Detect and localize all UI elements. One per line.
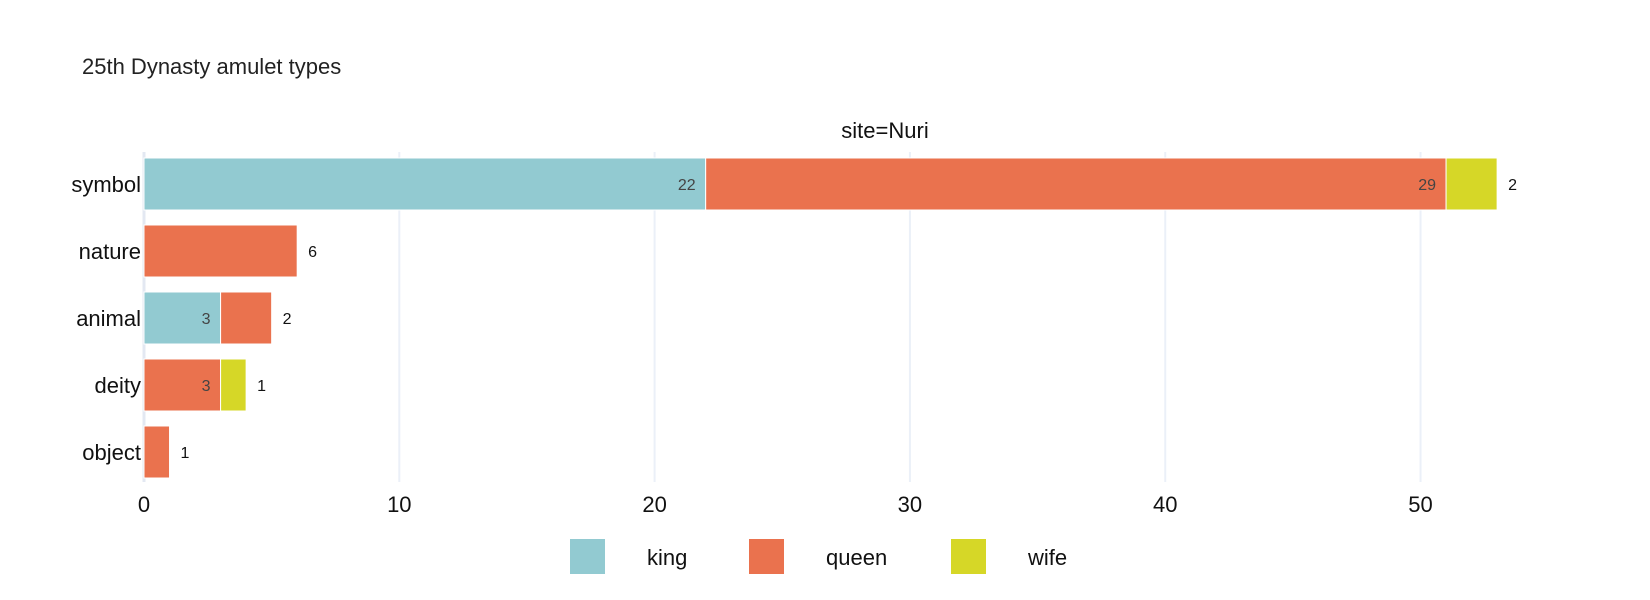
bar-segment-king <box>143 291 222 345</box>
legend-swatch-king <box>570 539 605 574</box>
legend-label-wife: wife <box>1027 545 1067 570</box>
x-tick-label: 0 <box>138 492 150 517</box>
x-tick-label: 10 <box>387 492 411 517</box>
category-label: nature <box>79 239 141 264</box>
bar-value-label: 2 <box>1508 177 1517 194</box>
x-tick-label: 20 <box>642 492 666 517</box>
bar-segment-king <box>143 157 707 211</box>
bar-value-label: 1 <box>181 445 190 462</box>
bar-value-label: 2 <box>283 311 292 328</box>
x-tick-label: 50 <box>1408 492 1432 517</box>
legend-swatch-wife <box>951 539 986 574</box>
category-label: object <box>82 440 141 465</box>
category-label: deity <box>95 373 141 398</box>
category-label: symbol <box>71 172 141 197</box>
legend: king queen wife <box>570 539 1067 574</box>
bar-value-label: 3 <box>202 378 211 395</box>
category-labels: symbol nature animal deity object <box>71 172 141 465</box>
bar-segment-queen <box>220 291 273 345</box>
bar-segment-wife <box>1445 157 1498 211</box>
x-tick-label: 30 <box>898 492 922 517</box>
legend-swatch-queen <box>749 539 784 574</box>
bar-value-label: 1 <box>257 378 266 395</box>
category-label: animal <box>76 306 141 331</box>
bar-value-label: 3 <box>202 311 211 328</box>
bars: 22 29 2 6 3 2 3 1 1 <box>143 157 1517 479</box>
chart-title: 25th Dynasty amulet types <box>82 54 341 79</box>
bar-value-label: 6 <box>308 244 317 261</box>
bar-segment-queen <box>705 157 1447 211</box>
legend-label-queen: queen <box>826 545 887 570</box>
bar-segment-queen <box>143 425 171 479</box>
bar-segment-queen <box>143 224 298 278</box>
bar-value-label: 29 <box>1418 177 1436 194</box>
legend-label-king: king <box>647 545 687 570</box>
bar-segment-wife <box>220 358 247 412</box>
x-axis-ticks: 0 10 20 30 40 50 <box>138 492 1433 517</box>
x-tick-label: 40 <box>1153 492 1177 517</box>
bar-value-label: 22 <box>678 177 696 194</box>
facet-label: site=Nuri <box>841 118 928 143</box>
